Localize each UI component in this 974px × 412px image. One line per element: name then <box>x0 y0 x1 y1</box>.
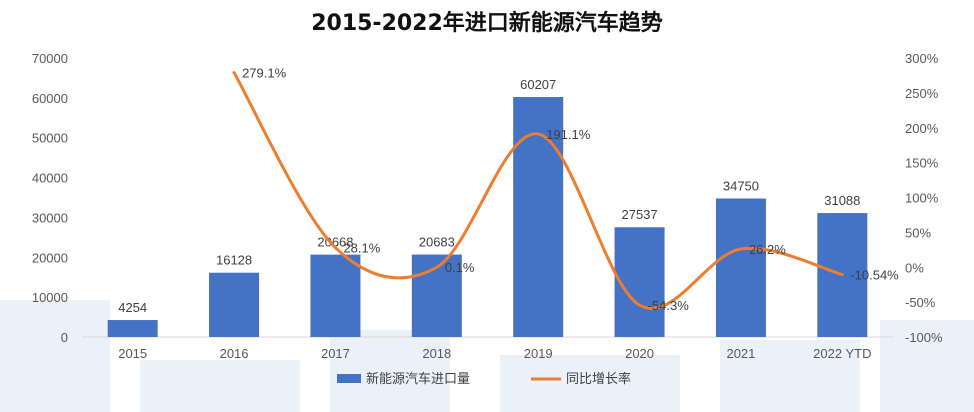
right-axis-tick-label: 0% <box>905 260 924 275</box>
x-axis-tick-label: 2015 <box>118 346 147 361</box>
bar-value-label: 34750 <box>723 178 759 193</box>
growth-rate-label: 26.2% <box>749 242 786 257</box>
bar <box>107 320 158 337</box>
bar <box>614 227 665 337</box>
growth-rate-label: 28.1% <box>343 241 380 256</box>
right-axis-tick-label: 150% <box>905 156 939 171</box>
growth-rate-point <box>232 71 236 75</box>
line-series: 279.1% 28.1% 0.1% 191.1% -54.3% 26.2% -10.54% <box>232 66 899 313</box>
background-block <box>500 355 680 412</box>
growth-rate-label: 0.1% <box>445 260 475 275</box>
growth-rate-point <box>840 273 844 277</box>
bar <box>310 254 361 337</box>
x-axis-tick-label: 2020 <box>625 346 654 361</box>
legend-swatch-bar <box>337 374 361 383</box>
left-axis-tick-label: 30000 <box>32 210 68 225</box>
right-axis-tick-label: 250% <box>905 86 939 101</box>
left-axis: 0 10000 20000 30000 40000 50000 60000 70000 <box>32 51 68 345</box>
legend-label-line: 同比增长率 <box>566 371 631 387</box>
left-axis-tick-label: 50000 <box>32 131 68 146</box>
x-axis-tick-label: 2021 <box>726 346 755 361</box>
background-block <box>140 360 300 412</box>
x-axis-tick-label: 2016 <box>220 346 249 361</box>
chart-title: 2015-2022年进口新能源汽车趋势 <box>311 10 663 36</box>
bar-value-label: 20683 <box>419 235 455 250</box>
bar-value-label: 31088 <box>824 193 860 208</box>
growth-rate-point <box>333 246 337 250</box>
right-axis-tick-label: 300% <box>905 51 939 66</box>
left-axis-tick-label: 20000 <box>32 250 68 265</box>
bar-value-label: 27537 <box>621 207 657 222</box>
x-axis-tick-label: 2017 <box>321 346 350 361</box>
left-axis-tick-label: 10000 <box>32 290 68 305</box>
legend-label-bar: 新能源汽车进口量 <box>366 371 470 387</box>
right-axis-tick-label: 100% <box>905 191 939 206</box>
growth-rate-label: 191.1% <box>546 127 591 142</box>
growth-rate-point <box>739 247 743 251</box>
bar <box>715 198 766 337</box>
right-axis-tick-label: 200% <box>905 121 939 136</box>
background-block <box>880 320 974 412</box>
right-axis: -100% -50% 0% 50% 100% 150% 200% 250% 300% <box>905 51 943 345</box>
left-axis-tick-label: 60000 <box>32 91 68 106</box>
growth-rate-label: -10.54% <box>850 268 899 283</box>
background-block <box>330 330 450 412</box>
bar-value-label: 60207 <box>520 77 556 92</box>
background-block <box>0 300 110 412</box>
bar <box>513 97 564 337</box>
x-axis-tick-label: 2022 YTD <box>813 346 871 361</box>
growth-rate-label: 279.1% <box>242 66 287 81</box>
bar-value-label: 16128 <box>216 253 252 268</box>
left-axis-tick-label: 40000 <box>32 171 68 186</box>
x-axis-tick-label: 2019 <box>524 346 553 361</box>
x-axis-tick-label: 2018 <box>422 346 451 361</box>
growth-rate-label: -54.3% <box>648 298 690 313</box>
right-axis-tick-label: 50% <box>905 225 931 240</box>
legend: 新能源汽车进口量 同比增长率 <box>337 371 631 387</box>
growth-rate-point <box>435 265 439 269</box>
right-axis-tick-label: -100% <box>905 330 943 345</box>
left-axis-tick-label: 70000 <box>32 51 68 66</box>
left-axis-tick-label: 0 <box>61 330 68 345</box>
bar <box>209 272 260 337</box>
bar-value-label: 4254 <box>118 300 147 315</box>
growth-rate-point <box>638 303 642 307</box>
x-axis: 2015 2016 2017 2018 2019 2020 2021 2022 YTD <box>118 346 871 361</box>
background-block <box>720 340 860 412</box>
right-axis-tick-label: -50% <box>905 295 936 310</box>
growth-rate-point <box>536 132 540 136</box>
